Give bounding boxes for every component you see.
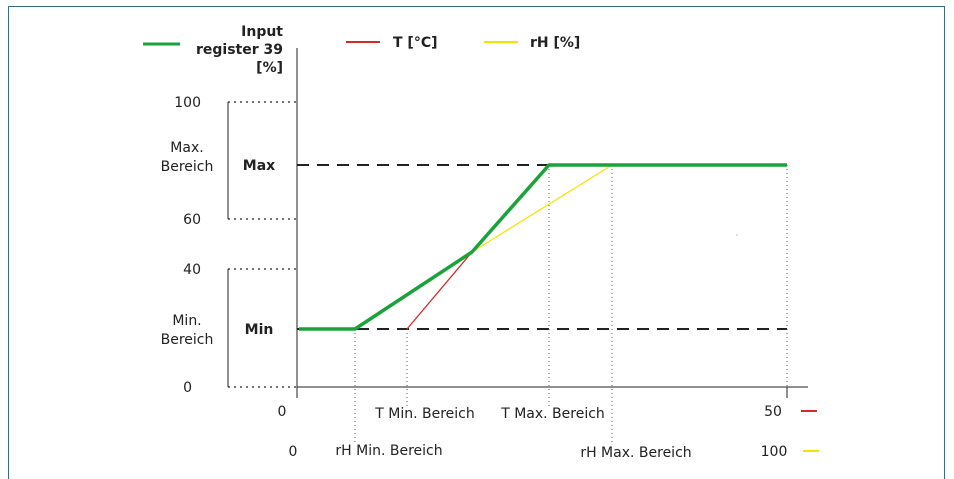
speck xyxy=(736,234,738,236)
min-range-label-line-1: Min. xyxy=(172,313,201,329)
x-humidity-min-label: rH Min. Bereich xyxy=(335,443,442,459)
x-temperature-max-label: T Max. Bereich xyxy=(500,406,605,422)
diagram-frame xyxy=(8,6,945,479)
legend-output-label-line-2: register 39 xyxy=(196,42,283,58)
x-humidity-end-label: 100 xyxy=(761,444,788,460)
x-humidity-start-label: 0 xyxy=(289,444,298,460)
legend: Input register 39 [%] T [°C] rH [%] xyxy=(143,24,580,76)
legend-output-label-line-3: [%] xyxy=(256,60,283,76)
vertical-reference-lines xyxy=(354,165,788,445)
max-range-label-line-2: Bereich xyxy=(161,159,214,175)
y-tick-label-0: 0 xyxy=(183,380,192,396)
min-range-label-line-2: Bereich xyxy=(161,332,214,348)
max-range-label-line-1: Max. xyxy=(170,140,203,156)
max-level-label: Max xyxy=(243,158,275,174)
legend-humidity-label: rH [%] xyxy=(530,35,580,51)
x-humidity-max-label: rH Max. Bereich xyxy=(580,445,691,461)
legend-temperature-label: T [°C] xyxy=(393,35,438,51)
y-tick-label-60: 60 xyxy=(183,212,201,228)
y-tick-label-100: 100 xyxy=(174,95,201,111)
legend-output-label-line-1: Input xyxy=(241,24,283,40)
x-temperature-end-label: 50 xyxy=(764,404,782,420)
y-tick-label-40: 40 xyxy=(183,262,201,278)
output-curve xyxy=(299,163,787,331)
humidity-curve xyxy=(471,164,613,253)
x-temperature-start-label: 0 xyxy=(278,404,287,420)
min-level-label: Min xyxy=(245,322,274,338)
x-temperature-min-label: T Min. Bereich xyxy=(374,406,474,422)
y-tick-lines xyxy=(228,101,297,388)
